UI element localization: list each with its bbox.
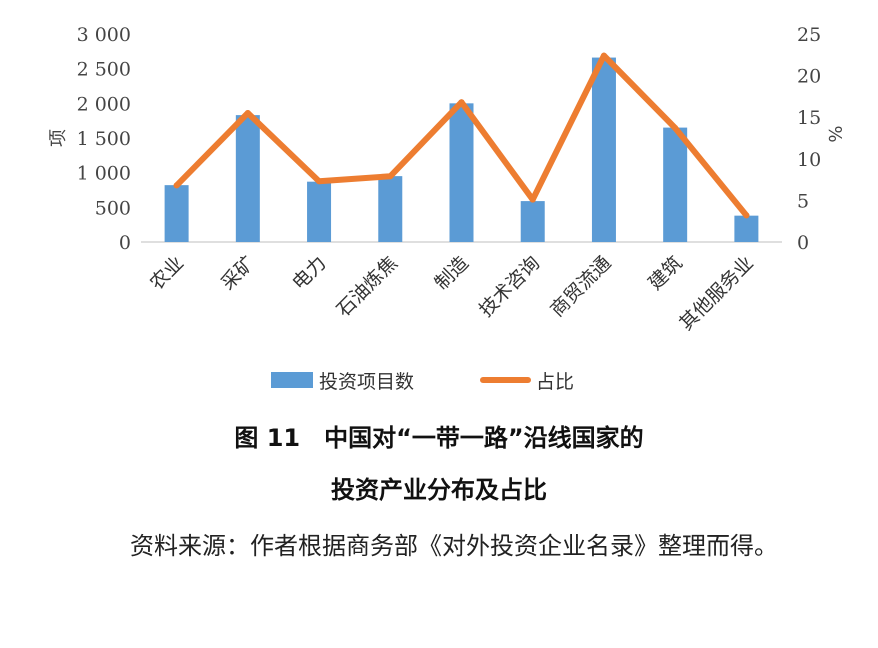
bar (734, 215, 759, 242)
line-point (316, 178, 323, 185)
category-label: 建筑 (644, 252, 686, 294)
line-point (600, 52, 607, 59)
legend-line-label: 占比 (536, 371, 574, 393)
right-tick-label: 20 (797, 66, 821, 88)
bar (449, 103, 474, 242)
right-tick-label: 0 (797, 232, 809, 254)
bar (164, 185, 189, 242)
right-axis-ticks: 0 5 10 15 20 25 (797, 24, 821, 254)
line-point (672, 125, 679, 132)
left-tick-label: 1 000 (77, 163, 131, 185)
left-tick-label: 2 500 (77, 59, 131, 81)
category-label: 其他服务业 (675, 252, 758, 335)
left-tick-label: 3 000 (77, 24, 131, 46)
bar (235, 115, 260, 242)
legend-bar-swatch (271, 372, 313, 388)
line-series (173, 52, 750, 219)
left-tick-label: 1 500 (77, 128, 131, 150)
right-axis-title: % (824, 125, 845, 142)
left-tick-label: 2 000 (77, 93, 131, 115)
right-tick-label: 10 (797, 149, 821, 171)
right-tick-label: 25 (797, 24, 821, 46)
right-tick-label: 15 (797, 107, 821, 129)
figure-caption-line2: 投资产业分布及占比 (331, 476, 547, 504)
bar-series (164, 57, 759, 242)
legend: 投资项目数 占比 (271, 371, 574, 393)
left-tick-label: 500 (95, 197, 131, 219)
line-point (387, 173, 394, 180)
combo-chart: 0 500 1 000 1 500 2 000 2 500 3 000 0 5 10 15 20 25… (48, 24, 845, 393)
line-point (458, 99, 465, 106)
category-label: 商贸流通 (546, 252, 615, 321)
bar (520, 201, 545, 242)
category-label: 农业 (146, 252, 188, 294)
line-point (173, 182, 180, 189)
category-label: 石油炼焦 (333, 252, 402, 321)
line-point (529, 196, 536, 203)
source-note: 资料来源：作者根据商务部《对外投资企业名录》整理而得。 (130, 532, 778, 560)
right-tick-label: 5 (797, 190, 809, 212)
category-label: 电力 (288, 252, 330, 294)
category-label: 采矿 (217, 252, 259, 294)
bar (663, 127, 688, 242)
left-axis-ticks: 0 500 1 000 1 500 2 000 2 500 3 000 (77, 24, 131, 254)
line-point (244, 110, 251, 117)
line-point (743, 212, 750, 219)
category-label: 制造 (431, 252, 473, 294)
bar (591, 57, 616, 242)
bar (378, 176, 403, 242)
legend-bar-label: 投资项目数 (319, 371, 414, 393)
bar (307, 181, 332, 242)
figure-caption-line1: 图 11 中国对“一带一路”沿线国家的 (234, 424, 644, 452)
category-label: 技术咨询 (475, 252, 544, 321)
left-tick-label: 0 (119, 232, 131, 254)
left-axis-title: 项 (48, 129, 69, 147)
